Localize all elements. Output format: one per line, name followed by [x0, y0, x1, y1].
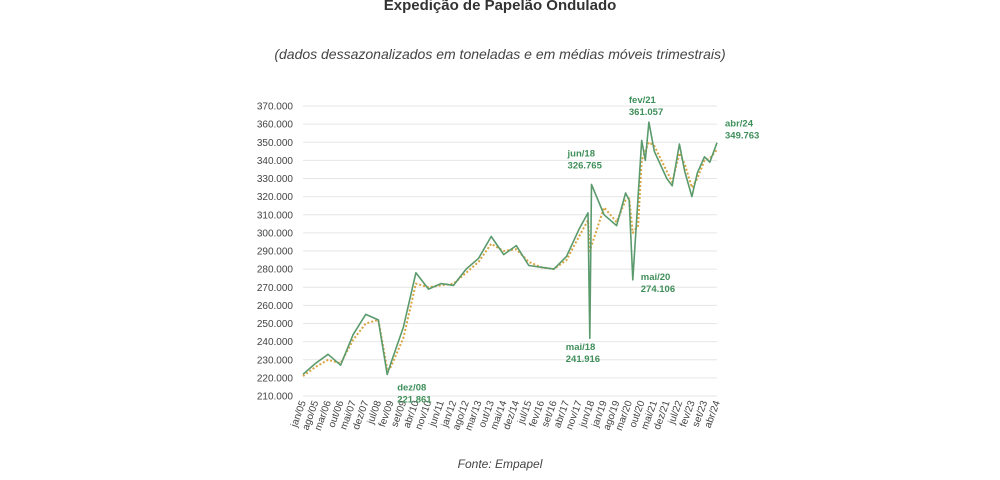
- annotation-label: fev/21: [629, 95, 657, 106]
- y-tick-label: 310.000: [257, 210, 294, 221]
- y-tick-label: 370.000: [257, 102, 294, 113]
- annotation-value: 274.106: [641, 284, 675, 295]
- y-tick-label: 230.000: [257, 355, 294, 366]
- annotation-value: 221.861: [397, 395, 432, 406]
- series-lines: [302, 121, 718, 377]
- y-tick-label: 290.000: [257, 247, 294, 258]
- y-tick-label: 240.000: [257, 337, 294, 348]
- y-tick-label: 220.000: [257, 373, 294, 384]
- annotation-value: 241.916: [566, 354, 600, 365]
- x-axis: jan/05ago/05mar/06out/06mai/07dez/07jul/…: [289, 399, 723, 432]
- annotation-value: 349.763: [725, 131, 759, 142]
- y-tick-label: 260.000: [257, 301, 294, 312]
- y-tick-label: 280.000: [257, 265, 294, 276]
- chart-source: Fonte: Empapel: [457, 457, 543, 471]
- annotation-label: jun/18: [567, 148, 595, 159]
- y-tick-label: 350.000: [257, 138, 294, 149]
- moving-average-line: [302, 141, 718, 377]
- grid-lines: [303, 105, 717, 397]
- annotation-label: dez/08: [397, 383, 426, 394]
- y-tick-label: 360.000: [257, 120, 294, 131]
- y-tick-label: 330.000: [257, 174, 294, 185]
- y-tick-label: 210.000: [257, 392, 294, 403]
- annotation-label: abr/24: [725, 119, 754, 130]
- annotation-label: mai/20: [641, 272, 671, 283]
- annotation-value: 361.057: [629, 107, 663, 118]
- y-tick-label: 340.000: [257, 156, 294, 167]
- chart-title: Expedição de Papelão Ondulado: [383, 0, 617, 14]
- y-tick-label: 270.000: [257, 283, 294, 294]
- y-tick-label: 320.000: [257, 192, 294, 203]
- annotation-value: 326.765: [568, 160, 603, 171]
- monthly-line: [302, 121, 718, 376]
- chart-subtitle: (dados dessazonalizados em toneladas e e…: [274, 46, 726, 62]
- y-tick-label: 250.000: [257, 319, 294, 330]
- annotation-label: mai/18: [566, 342, 596, 353]
- y-tick-label: 300.000: [257, 228, 294, 239]
- y-axis: 210.000 220.000 230.000 240.000 250.000 260.0…: [257, 102, 294, 403]
